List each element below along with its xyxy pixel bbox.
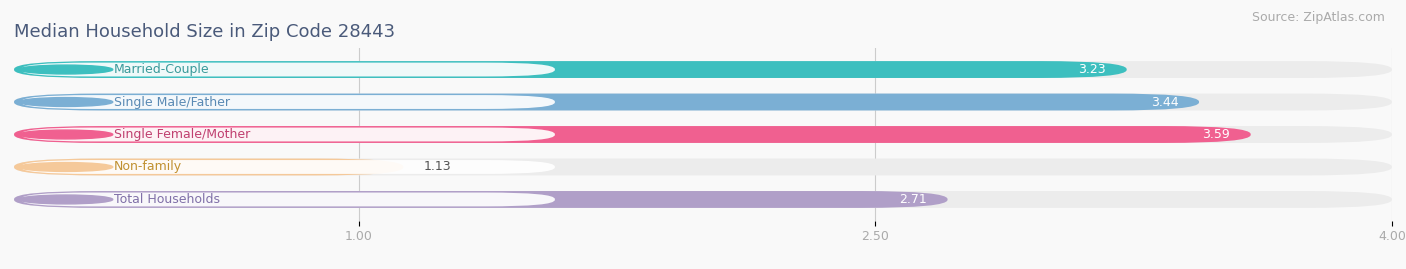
Text: Median Household Size in Zip Code 28443: Median Household Size in Zip Code 28443 [14,23,395,41]
FancyBboxPatch shape [14,158,404,175]
FancyBboxPatch shape [21,160,555,174]
FancyBboxPatch shape [14,158,1392,175]
Circle shape [18,130,112,139]
Text: Source: ZipAtlas.com: Source: ZipAtlas.com [1251,11,1385,24]
Text: Total Households: Total Households [114,193,219,206]
FancyBboxPatch shape [14,126,1251,143]
Text: Single Male/Father: Single Male/Father [114,95,231,108]
Text: 2.71: 2.71 [900,193,927,206]
Circle shape [18,98,112,107]
Text: Married-Couple: Married-Couple [114,63,209,76]
FancyBboxPatch shape [14,94,1199,111]
FancyBboxPatch shape [14,191,948,208]
Text: 3.59: 3.59 [1202,128,1230,141]
Circle shape [18,195,112,204]
FancyBboxPatch shape [21,128,555,141]
Text: Single Female/Mother: Single Female/Mother [114,128,250,141]
FancyBboxPatch shape [14,61,1126,78]
FancyBboxPatch shape [21,95,555,109]
FancyBboxPatch shape [14,61,1392,78]
Text: 3.44: 3.44 [1150,95,1178,108]
FancyBboxPatch shape [14,126,1392,143]
Text: 1.13: 1.13 [425,161,451,174]
Circle shape [18,162,112,171]
Text: 3.23: 3.23 [1078,63,1107,76]
FancyBboxPatch shape [14,94,1392,111]
FancyBboxPatch shape [21,63,555,76]
FancyBboxPatch shape [21,193,555,206]
FancyBboxPatch shape [14,191,1392,208]
Circle shape [18,65,112,74]
Text: Non-family: Non-family [114,161,183,174]
